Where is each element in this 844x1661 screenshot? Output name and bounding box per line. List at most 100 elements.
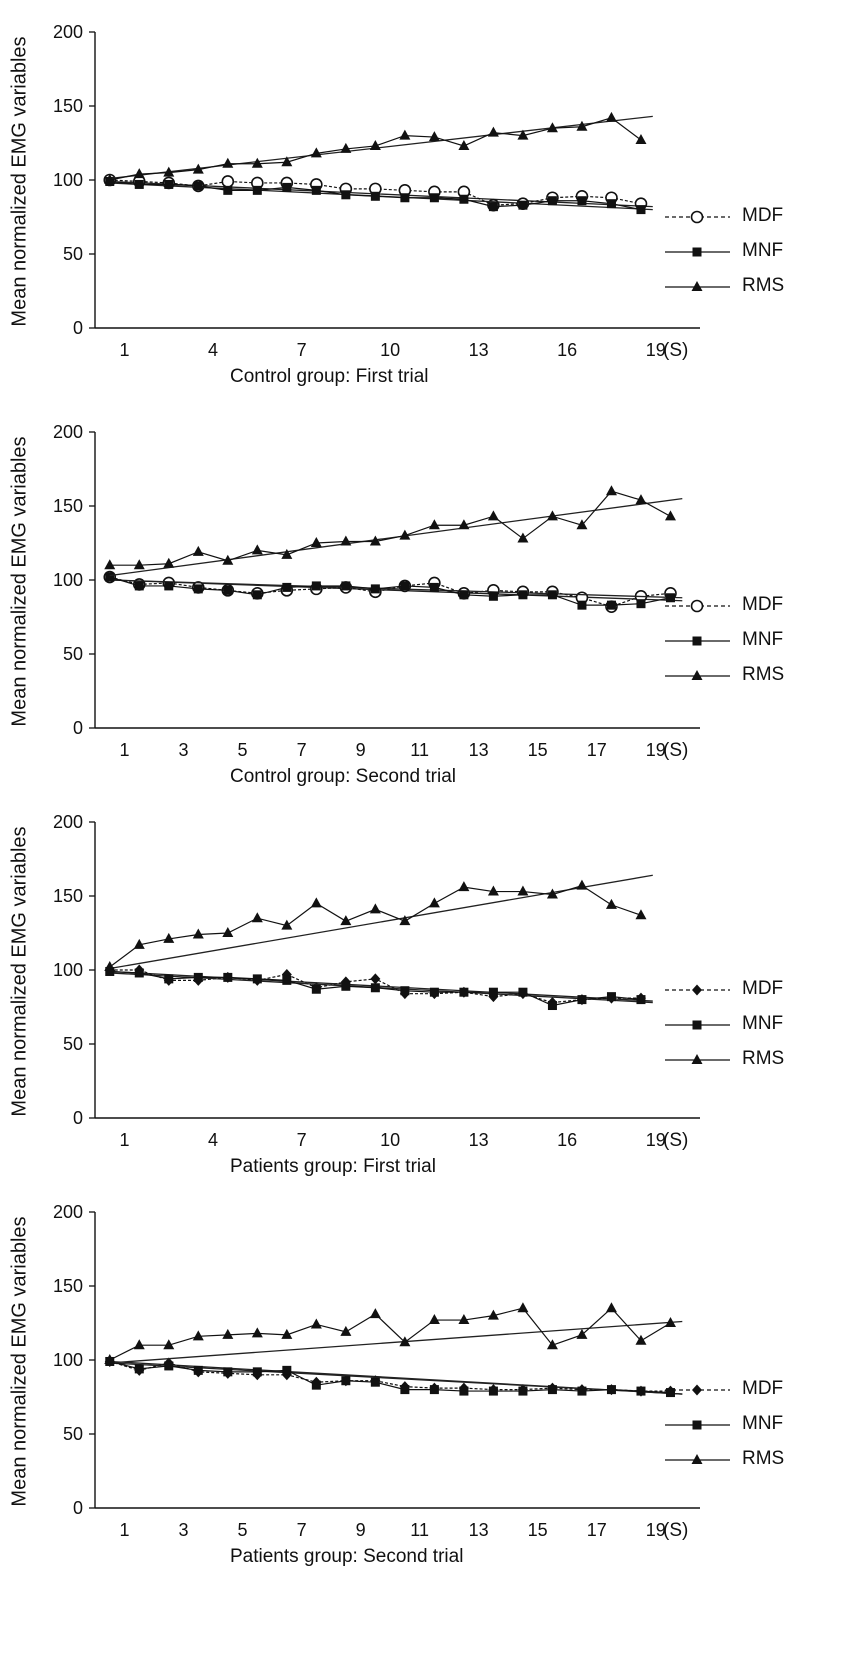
point-mnf [518,1386,528,1396]
point-mnf [252,1367,262,1377]
point-mnf [636,599,646,609]
y-tick-label: 100 [53,570,83,590]
x-tick-label: 7 [297,740,307,760]
point-mnf [606,600,616,610]
x-tick-label: 1 [120,740,130,760]
point-rms [546,888,558,899]
x-tick-label: 19 [646,1520,666,1540]
point-mnf [282,975,292,985]
chart-panel-4: 0 50 100 150 200 1 3 5 7 9 11 13 15 17 19 MDF MNF RMS Mean… [0,1190,844,1590]
x-tick-label: 9 [356,1520,366,1540]
series-line-mdf [109,1360,671,1392]
point-mnf [282,182,292,192]
point-rms [546,510,558,521]
legend-marker-mdf [690,210,704,224]
y-tick-label: 0 [73,318,83,338]
point-rms [546,122,558,133]
point-mnf [400,986,410,996]
point-rms [251,544,263,555]
point-mnf [134,1364,144,1374]
x-tick-label: 11 [410,740,429,760]
point-mnf [341,581,351,591]
chart-panel-2: 0 50 100 150 200 1 3 5 7 9 11 13 15 17 19 MDF MNF RMS Mean… [0,410,844,810]
point-mnf [311,1380,321,1390]
point-mnf [665,593,675,603]
point-rms [605,1302,617,1313]
point-rms [133,938,145,949]
x-tick-label: 11 [410,1520,429,1540]
point-mnf [488,202,498,212]
x-tick-label: 7 [297,1520,307,1540]
point-mnf [193,1365,203,1375]
y-tick-label: 200 [53,22,83,42]
x-tick-label: 4 [208,340,218,360]
y-tick-label: 150 [53,886,83,906]
point-rms [428,519,440,530]
x-tick-label: 10 [380,1130,400,1150]
y-tick-label: 100 [53,1350,83,1370]
legend-label-mdf: MDF [742,594,784,615]
point-mnf [105,966,115,976]
legend-marker-mdf [690,599,704,613]
x-tick-label: 19 [646,340,666,360]
point-rms [517,885,529,896]
legend-marker-mdf [692,984,702,996]
point-rms [192,1330,204,1341]
x-tick-label: 17 [587,740,607,760]
x-tick-label: 5 [238,740,248,760]
point-rms [104,961,116,972]
point-mnf [459,987,469,997]
point-mnf [370,584,380,594]
x-tick-label: 16 [557,1130,577,1150]
trend-line-rms [109,115,653,180]
point-rms [340,915,352,926]
point-mnf [636,995,646,1005]
point-mnf [429,987,439,997]
point-rms [163,166,175,177]
point-mnf [164,179,174,189]
point-rms [576,879,588,890]
x-tick-label: 16 [557,340,577,360]
point-rms [281,156,293,167]
point-mnf [193,584,203,594]
x-tick-label: 4 [208,1130,218,1150]
point-rms [163,932,175,943]
point-rms [458,881,470,892]
x-tick-label: 1 [120,1130,130,1150]
point-mnf [341,1376,351,1386]
series-line-rms [109,1307,671,1361]
chart-panel-1: 0 50 100 150 200 1 4 7 10 13 16 19 MDF MNF RMS Mean nor… [0,10,844,410]
x-tick-label: 13 [469,740,489,760]
point-rms [635,494,647,505]
point-mnf [223,972,233,982]
point-mnf [223,1367,233,1377]
y-tick-label: 100 [53,960,83,980]
point-mnf [370,191,380,201]
point-rms [605,111,617,122]
legend-marker-rms [691,670,703,680]
point-rms [281,548,293,559]
chart-svg: 0 50 100 150 200 1 4 7 10 13 16 19 [53,22,730,360]
point-rms [133,168,145,179]
point-mnf [223,585,233,595]
legend-label-mdf: MDF [742,205,784,226]
point-mnf [252,590,262,600]
point-rms [517,1302,529,1313]
y-axis-label: Mean normalized EMG variables [8,1216,31,1507]
y-tick-label: 200 [53,812,83,832]
point-mnf [459,194,469,204]
point-rms [635,909,647,920]
point-mnf [606,1385,616,1395]
y-tick-label: 200 [53,422,83,442]
point-mnf [429,193,439,203]
point-mnf [488,591,498,601]
point-mnf [134,581,144,591]
y-tick-label: 0 [73,1108,83,1128]
y-axis-label: Mean normalized EMG variables [8,826,31,1117]
legend-marker-rms [691,1054,703,1064]
x-tick-label: 13 [469,340,489,360]
x-tick-label: 15 [528,740,548,760]
point-rms [222,554,234,565]
chart-panel-3: 0 50 100 150 200 1 4 7 10 13 16 19 MDF MNF RMS Mean nor… [0,800,844,1200]
